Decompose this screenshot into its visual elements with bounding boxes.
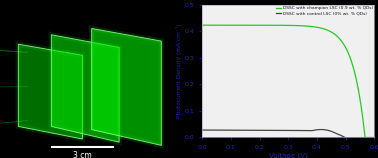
DSSC with champion LSC (0.9 wt. % QDs) bbox=[335, 35, 339, 37]
Y-axis label: Photocurrent Density (mA cm⁻¹): Photocurrent Density (mA cm⁻¹) bbox=[176, 24, 182, 118]
DSSC with control LSC (0% wt. % QDs) bbox=[282, 129, 286, 131]
DSSC with champion LSC (0.9 wt. % QDs) bbox=[240, 24, 245, 26]
Legend: DSSC with champion LSC (0.9 wt. % QDs), DSSC with control LSC (0% wt. % QDs): DSSC with champion LSC (0.9 wt. % QDs), … bbox=[276, 6, 373, 16]
DSSC with control LSC (0% wt. % QDs) bbox=[341, 136, 346, 138]
X-axis label: Voltage (V): Voltage (V) bbox=[269, 153, 308, 158]
Polygon shape bbox=[91, 28, 161, 145]
Text: 3 cm: 3 cm bbox=[73, 151, 92, 158]
DSSC with champion LSC (0.9 wt. % QDs) bbox=[372, 137, 376, 138]
DSSC with champion LSC (0.9 wt. % QDs) bbox=[259, 24, 264, 26]
Polygon shape bbox=[91, 28, 161, 145]
DSSC with control LSC (0% wt. % QDs) bbox=[283, 129, 287, 131]
DSSC with control LSC (0% wt. % QDs) bbox=[372, 137, 376, 139]
DSSC with control LSC (0% wt. % QDs) bbox=[368, 137, 373, 139]
DSSC with champion LSC (0.9 wt. % QDs) bbox=[307, 25, 311, 27]
Line: DSSC with control LSC (0% wt. % QDs): DSSC with control LSC (0% wt. % QDs) bbox=[202, 130, 374, 138]
Polygon shape bbox=[18, 44, 82, 139]
DSSC with control LSC (0% wt. % QDs) bbox=[200, 129, 204, 131]
Polygon shape bbox=[51, 35, 119, 142]
DSSC with champion LSC (0.9 wt. % QDs) bbox=[247, 24, 252, 26]
DSSC with control LSC (0% wt. % QDs) bbox=[319, 129, 324, 131]
DSSC with champion LSC (0.9 wt. % QDs) bbox=[305, 25, 310, 27]
DSSC with control LSC (0% wt. % QDs) bbox=[293, 130, 297, 131]
Line: DSSC with champion LSC (0.9 wt. % QDs): DSSC with champion LSC (0.9 wt. % QDs) bbox=[202, 25, 374, 137]
DSSC with control LSC (0% wt. % QDs) bbox=[302, 130, 307, 131]
Polygon shape bbox=[51, 35, 119, 142]
DSSC with champion LSC (0.9 wt. % QDs) bbox=[200, 24, 204, 26]
Polygon shape bbox=[18, 44, 82, 139]
